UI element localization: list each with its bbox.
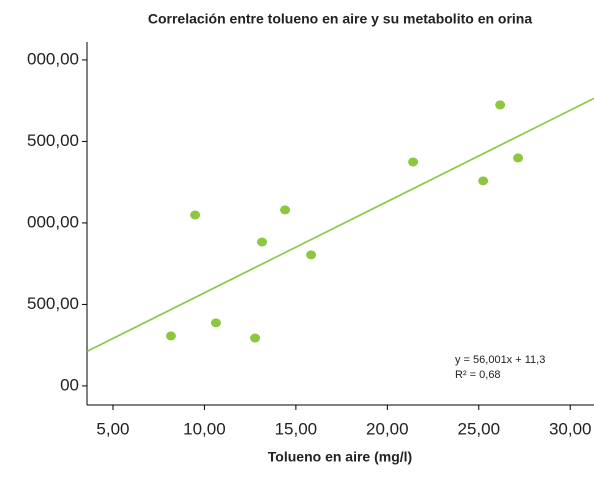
point <box>257 237 268 247</box>
x-tick-label: 30,00 <box>549 419 592 438</box>
point <box>513 153 524 163</box>
x-tick-label: 15,00 <box>275 419 318 438</box>
point <box>210 318 221 328</box>
x-tick-label: 10,00 <box>183 419 226 438</box>
y-tick-label: 500,00 <box>27 294 79 313</box>
x-tick-label: 25,00 <box>457 419 500 438</box>
y-tick-label: 000,00 <box>27 212 79 231</box>
y-tick-label: 500,00 <box>27 131 79 150</box>
x-axis-label: Tolueno en aire (mg/l) <box>268 449 412 465</box>
y-tick-label: 000,00 <box>27 49 79 68</box>
point <box>408 157 419 167</box>
point <box>280 205 291 215</box>
point <box>495 100 506 110</box>
chart-title: Correlación entre tolueno en aire y su m… <box>148 11 533 27</box>
point <box>250 333 261 343</box>
x-tick-label: 5,00 <box>96 419 129 438</box>
trendline <box>87 97 594 353</box>
point <box>190 210 201 220</box>
point <box>478 176 489 186</box>
r-squared: R² = 0,68 <box>455 369 501 381</box>
point <box>306 250 317 260</box>
x-tick-label: 20,00 <box>366 419 409 438</box>
point <box>165 331 176 341</box>
trendline-equation: y = 56,001x + 11,3 <box>455 354 545 366</box>
y-tick-label: 00 <box>60 375 79 394</box>
